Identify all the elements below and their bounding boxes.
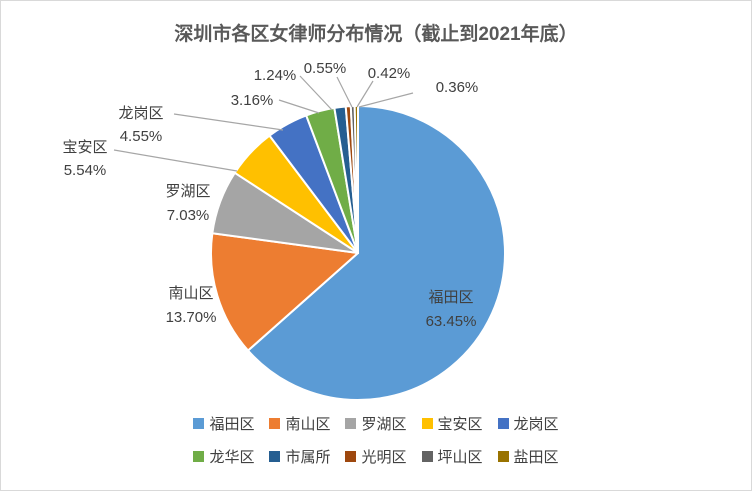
legend-swatch-宝安区 bbox=[421, 418, 433, 429]
legend-label: 坪山区 bbox=[437, 449, 483, 466]
legend-swatch-龙岗区 bbox=[497, 418, 509, 429]
data-label-龙岗区: 龙岗区 4.55% bbox=[118, 105, 163, 145]
leader-line-盐田区 bbox=[358, 92, 414, 108]
legend-label: 龙岗区 bbox=[513, 416, 559, 433]
legend-label: 福田区 bbox=[209, 416, 255, 433]
legend-item-宝安区[interactable]: 宝安区 bbox=[421, 413, 483, 434]
data-label-宝安区: 宝安区 5.54% bbox=[62, 139, 107, 179]
pie-slice-福田区[interactable] bbox=[247, 105, 506, 401]
leader-line-龙岗区 bbox=[173, 113, 284, 131]
legend-item-福田区[interactable]: 福田区 bbox=[193, 413, 254, 434]
legend-swatch-南山区 bbox=[269, 418, 281, 429]
legend-label: 市属所 bbox=[285, 449, 331, 466]
legend-label: 宝安区 bbox=[437, 416, 483, 433]
data-label-盐田区: 0.36% bbox=[436, 79, 479, 96]
legend-label: 光明区 bbox=[361, 449, 407, 466]
legend-label: 罗湖区 bbox=[361, 416, 407, 433]
data-label-龙华区: 3.16% bbox=[231, 92, 274, 109]
leader-line-龙华区 bbox=[278, 99, 320, 114]
data-label-罗湖区: 罗湖区 7.03% bbox=[165, 183, 210, 224]
legend-item-盐田区[interactable]: 盐田区 bbox=[497, 446, 559, 467]
legend-item-龙华区[interactable]: 龙华区 bbox=[193, 446, 254, 467]
legend: 福田区 南山区 罗湖区 宝安区 龙岗区龙华区 市属所 光明区 坪山区 盐田区 bbox=[1, 413, 751, 467]
legend-item-南山区[interactable]: 南山区 bbox=[269, 413, 330, 434]
legend-item-罗湖区[interactable]: 罗湖区 bbox=[345, 413, 407, 434]
legend-item-市属所[interactable]: 市属所 bbox=[269, 446, 330, 467]
leader-line-光明区 bbox=[336, 76, 353, 108]
legend-swatch-市属所 bbox=[269, 451, 281, 462]
data-label-光明区: 0.55% bbox=[304, 60, 347, 77]
legend-swatch-坪山区 bbox=[421, 451, 433, 462]
legend-swatch-龙华区 bbox=[193, 451, 205, 462]
legend-row-2: 龙华区 市属所 光明区 坪山区 盐田区 bbox=[193, 446, 559, 467]
legend-swatch-盐田区 bbox=[497, 451, 509, 462]
data-label-坪山区: 0.42% bbox=[368, 65, 411, 82]
leader-line-宝安区 bbox=[113, 149, 238, 172]
data-label-市属所: 1.24% bbox=[254, 67, 297, 84]
pie-slice-南山区[interactable] bbox=[210, 232, 359, 352]
legend-swatch-光明区 bbox=[345, 451, 357, 462]
legend-label: 盐田区 bbox=[513, 449, 559, 466]
legend-swatch-罗湖区 bbox=[345, 418, 357, 429]
legend-label: 南山区 bbox=[285, 416, 331, 433]
leader-line-市属所 bbox=[299, 75, 333, 111]
legend-item-龙岗区[interactable]: 龙岗区 bbox=[497, 413, 559, 434]
legend-item-光明区[interactable]: 光明区 bbox=[345, 446, 407, 467]
legend-swatch-福田区 bbox=[193, 418, 205, 429]
legend-label: 龙华区 bbox=[209, 449, 255, 466]
leader-line-坪山区 bbox=[356, 80, 374, 108]
legend-item-坪山区[interactable]: 坪山区 bbox=[421, 446, 483, 467]
data-label-南山区: 南山区 13.70% bbox=[166, 285, 217, 326]
chart-title: 深圳市各区女律师分布情况（截止到2021年底） bbox=[174, 24, 578, 45]
legend-row-1: 福田区 南山区 罗湖区 宝安区 龙岗区 bbox=[193, 413, 559, 434]
data-label-福田区: 福田区 63.45% bbox=[426, 289, 477, 330]
